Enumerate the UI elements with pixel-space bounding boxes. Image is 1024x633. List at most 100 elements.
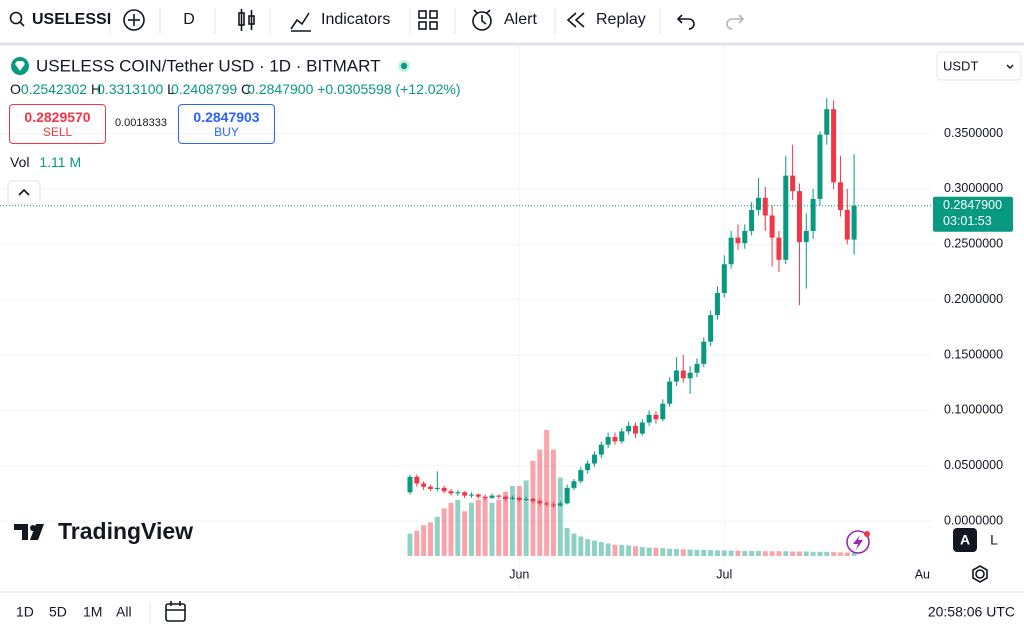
clock: 20:58:06 UTC bbox=[928, 604, 1015, 620]
plot-area bbox=[0, 46, 932, 590]
candle-body bbox=[687, 372, 693, 379]
candle-body bbox=[667, 381, 673, 404]
brand-logo bbox=[14, 524, 44, 540]
candle-body bbox=[455, 492, 461, 494]
candle-body bbox=[817, 134, 823, 199]
volume-bar bbox=[742, 550, 748, 556]
replay-button[interactable]: Replay bbox=[596, 11, 646, 28]
volume-bar bbox=[796, 551, 802, 556]
candle-body bbox=[680, 370, 686, 379]
symbol-search[interactable]: USELESSI bbox=[32, 11, 111, 28]
vol-value: 1.11 M bbox=[39, 154, 82, 170]
candle-body bbox=[557, 503, 563, 506]
range-button[interactable]: 5D bbox=[49, 604, 67, 620]
volume-bar bbox=[667, 548, 673, 556]
volume-bar bbox=[496, 500, 502, 556]
candle-body bbox=[468, 494, 474, 496]
indicators-button[interactable]: Indicators bbox=[321, 11, 390, 28]
collapse-button[interactable] bbox=[7, 180, 41, 205]
toolbar-separators bbox=[109, 8, 661, 623]
candle-body bbox=[598, 444, 604, 455]
brand-name: TradingView bbox=[58, 518, 193, 544]
log-scale-button[interactable]: L bbox=[990, 532, 998, 548]
symbol-icon bbox=[11, 57, 29, 75]
candle-body bbox=[735, 237, 741, 244]
y-tick-label: 0.1500000 bbox=[944, 347, 1003, 361]
volume-bar bbox=[680, 549, 686, 556]
range-button[interactable]: 1M bbox=[83, 604, 102, 620]
candle-body bbox=[851, 205, 857, 240]
candle-body bbox=[810, 198, 816, 231]
y-tick-label: 0.3500000 bbox=[944, 126, 1003, 140]
currency-dropdown[interactable] bbox=[936, 51, 1022, 81]
vol-label: Vol bbox=[10, 154, 30, 170]
volume-bar bbox=[714, 550, 720, 556]
candle-body bbox=[660, 403, 666, 420]
candle-body bbox=[844, 209, 850, 240]
volume-bar bbox=[441, 508, 447, 556]
volume-bar bbox=[749, 550, 755, 556]
volume-bar bbox=[790, 551, 796, 556]
volume-legend: Vol 1.11 M bbox=[10, 154, 81, 170]
volume-bar bbox=[598, 542, 604, 556]
candle-body bbox=[537, 501, 543, 504]
auto-scale-label[interactable]: A bbox=[960, 532, 970, 548]
volume-bar bbox=[687, 549, 693, 556]
candle-body bbox=[769, 215, 775, 238]
volume-bar bbox=[769, 551, 775, 556]
sell-button[interactable]: 0.2829570 SELL bbox=[9, 104, 106, 144]
candle-body bbox=[503, 496, 509, 499]
toolbar-icons[interactable] bbox=[9, 9, 988, 622]
y-tick-label: 0.0500000 bbox=[944, 458, 1003, 472]
candle-body bbox=[448, 491, 454, 494]
candle-body bbox=[578, 470, 584, 482]
volume-bar bbox=[837, 552, 843, 556]
y-tick-label: 0.0000000 bbox=[944, 513, 1003, 527]
candle-body bbox=[509, 497, 515, 499]
currency-label[interactable]: USDT bbox=[943, 58, 978, 73]
candle-body bbox=[530, 498, 536, 502]
volume-bar bbox=[646, 547, 652, 556]
y-tick-label: 0.2500000 bbox=[944, 237, 1003, 251]
candle-body bbox=[701, 341, 707, 364]
volume-bar bbox=[673, 549, 679, 556]
volume-bar bbox=[414, 530, 420, 556]
candle-body bbox=[407, 476, 413, 493]
buy-button[interactable]: 0.2847903 BUY bbox=[178, 104, 275, 144]
candle-body bbox=[646, 414, 652, 423]
volume-bar bbox=[694, 549, 700, 556]
volume-bar bbox=[516, 486, 522, 556]
ohlc-legend: O0.2542302 H0.3313100 L0.2408799 C0.2847… bbox=[10, 81, 460, 97]
candle-body bbox=[523, 498, 529, 501]
candle-body bbox=[441, 487, 447, 492]
range-button[interactable]: All bbox=[116, 604, 132, 620]
volume-bar bbox=[803, 551, 809, 556]
x-tick-label: Jul bbox=[716, 567, 732, 581]
interval-button[interactable]: D bbox=[183, 11, 195, 28]
candle-body bbox=[550, 504, 556, 506]
volume-bar bbox=[578, 536, 584, 556]
volume-bar bbox=[421, 525, 427, 556]
range-button[interactable]: 1D bbox=[16, 604, 34, 620]
volume-bar bbox=[735, 550, 741, 556]
volume-bar bbox=[660, 548, 666, 556]
candle-body bbox=[755, 197, 761, 210]
volume-bar bbox=[605, 543, 611, 556]
candle-body bbox=[427, 486, 433, 489]
x-tick-label: Au bbox=[915, 567, 930, 581]
candle-body bbox=[639, 422, 645, 434]
lightning-icon[interactable] bbox=[846, 530, 870, 554]
volume-bar bbox=[831, 552, 837, 556]
candle-body bbox=[837, 182, 843, 210]
candle-body bbox=[619, 431, 625, 442]
candle-body bbox=[462, 492, 468, 496]
volume-bar bbox=[851, 552, 857, 556]
auto-scale-button[interactable] bbox=[953, 528, 977, 552]
volume-bar bbox=[728, 550, 734, 556]
candle-body bbox=[790, 175, 796, 192]
volume-bar bbox=[824, 551, 830, 556]
candle-body bbox=[516, 497, 522, 501]
alert-button[interactable]: Alert bbox=[504, 11, 537, 28]
volume-bar bbox=[462, 511, 468, 556]
